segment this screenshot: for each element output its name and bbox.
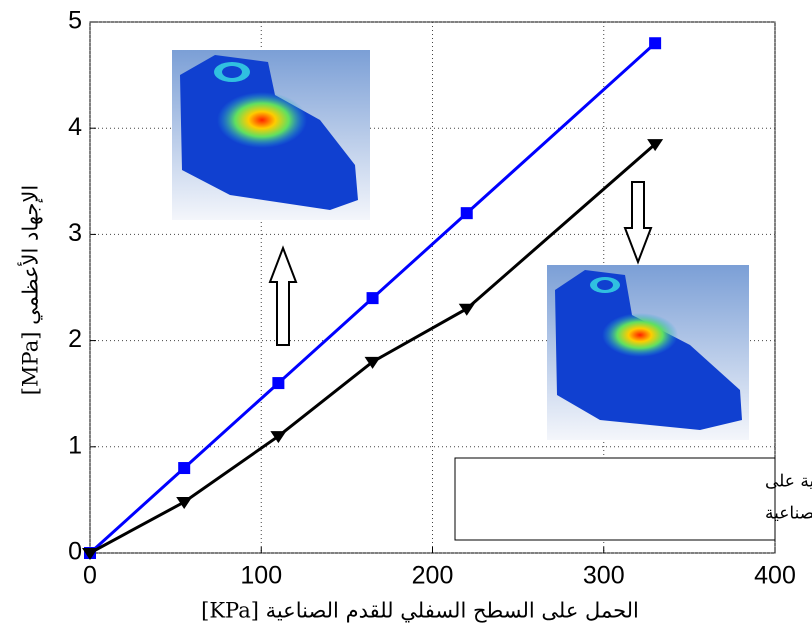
- marker: [367, 292, 379, 304]
- x-tick-label: 400: [754, 562, 796, 590]
- x-tick-label: 100: [240, 562, 282, 590]
- x-tick-label: 0: [83, 562, 97, 590]
- y-tick-label: 0: [68, 538, 82, 566]
- chart: 0 1 2 3 4 5 0 100 200 300 400 تأثير التعديلات الطب…: [0, 0, 812, 637]
- y-tick-label: 5: [68, 7, 82, 35]
- annotation-line: الإجهاد الأعظمي في القدم الصناعية: [765, 503, 812, 524]
- y-tick-label: 1: [68, 431, 82, 459]
- arrow-up: [270, 248, 296, 345]
- marker: [649, 37, 661, 49]
- arrow-down: [625, 182, 651, 262]
- y-axis-label: الإجهاد الأعظمي [MPa]: [17, 185, 44, 395]
- y-tick-label: 2: [68, 325, 82, 353]
- marker: [178, 462, 190, 474]
- marker: [176, 497, 192, 509]
- fea-image-2: [547, 265, 749, 440]
- x-tick-label: 200: [412, 562, 454, 590]
- marker: [272, 377, 284, 389]
- y-tick-label: 4: [68, 113, 82, 141]
- fea-image-1: [172, 50, 370, 220]
- annotation-box: تأثير التعديلات الطبولوجية على الإجهاد ا…: [455, 458, 812, 540]
- annotation-line: تأثير التعديلات الطبولوجية على: [765, 469, 812, 492]
- y-tick-label: 3: [68, 219, 82, 247]
- marker: [459, 304, 475, 316]
- x-axis-label: الحمل على السطح السفلي للقدم الصناعية [K…: [201, 599, 639, 624]
- marker: [461, 207, 473, 219]
- x-tick-label: 300: [583, 562, 625, 590]
